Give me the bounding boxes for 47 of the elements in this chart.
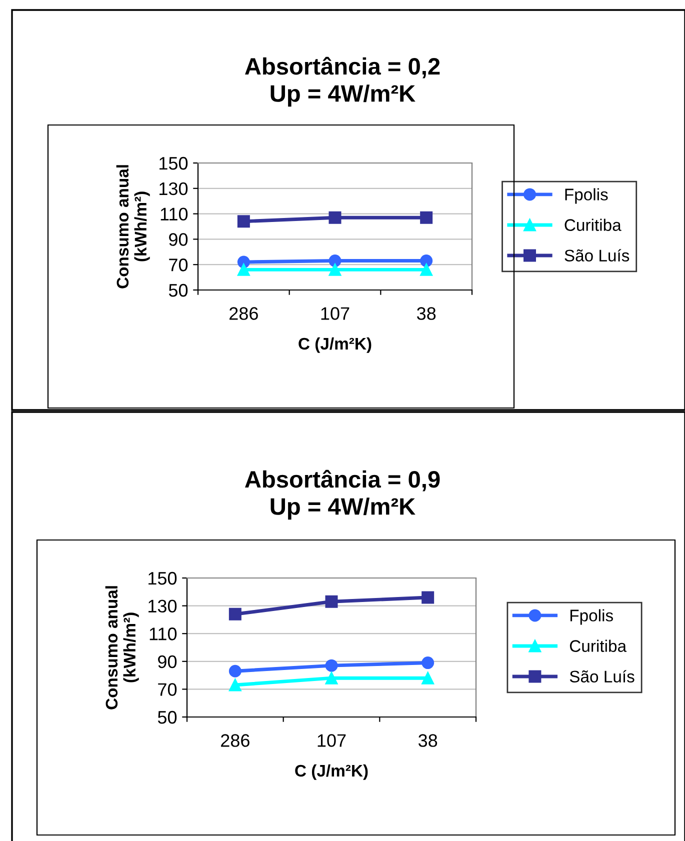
- x-axis-title: C (J/m²K): [295, 764, 368, 780]
- point: [420, 263, 433, 276]
- point: [325, 595, 338, 608]
- x-tick-label: 107: [321, 307, 350, 320]
- point: [328, 211, 342, 224]
- y-tick-label: 50: [168, 284, 188, 297]
- point: [325, 672, 338, 684]
- y-tick-label: 50: [158, 710, 177, 724]
- legend-label: Curitiba: [564, 218, 622, 231]
- legend-label: São Luís: [564, 249, 630, 262]
- point: [237, 263, 250, 276]
- x-tick-label: 286: [221, 734, 250, 747]
- point: [328, 263, 342, 276]
- legend-label: Fpolis: [570, 609, 613, 625]
- legend-label: Curitiba: [570, 640, 627, 652]
- point: [422, 591, 434, 604]
- x-tick-label: 38: [418, 734, 438, 747]
- y-tick-label: 110: [150, 628, 177, 640]
- x-tick-label: 38: [416, 307, 436, 320]
- point: [237, 215, 250, 228]
- point: [328, 254, 342, 268]
- chart-title: Absortância = 0,9 Up = 4W/m²K: [245, 470, 440, 520]
- point: [228, 608, 242, 620]
- y-tick-label: 90: [169, 233, 188, 246]
- y-tick-label: 70: [158, 683, 177, 696]
- chart-title: Absortância = 0,2 Up = 4W/m²K: [245, 56, 440, 107]
- y-axis-title: Consumo anual (kWh/m²): [116, 165, 150, 288]
- point: [422, 656, 434, 670]
- y-tick-label: 130: [148, 600, 177, 613]
- legend-label: São Luís: [570, 670, 634, 683]
- y-axis-title: Consumo anual (kWh/m²): [105, 586, 139, 710]
- point: [228, 664, 242, 678]
- x-tick-label: 107: [318, 734, 346, 747]
- legend-label: Fpolis: [565, 188, 608, 204]
- y-tick-label: 90: [158, 655, 177, 668]
- point: [420, 254, 433, 268]
- point: [325, 659, 338, 672]
- y-tick-label: 150: [160, 156, 188, 170]
- x-tick-label: 286: [230, 307, 258, 320]
- y-tick-label: 70: [169, 258, 188, 272]
- y-tick-label: 130: [160, 182, 188, 196]
- point: [420, 211, 433, 224]
- y-tick-label: 150: [148, 572, 177, 585]
- y-tick-label: 110: [160, 208, 188, 221]
- x-axis-title: C (J/m²K): [298, 337, 372, 353]
- point: [422, 672, 434, 684]
- point: [228, 678, 242, 692]
